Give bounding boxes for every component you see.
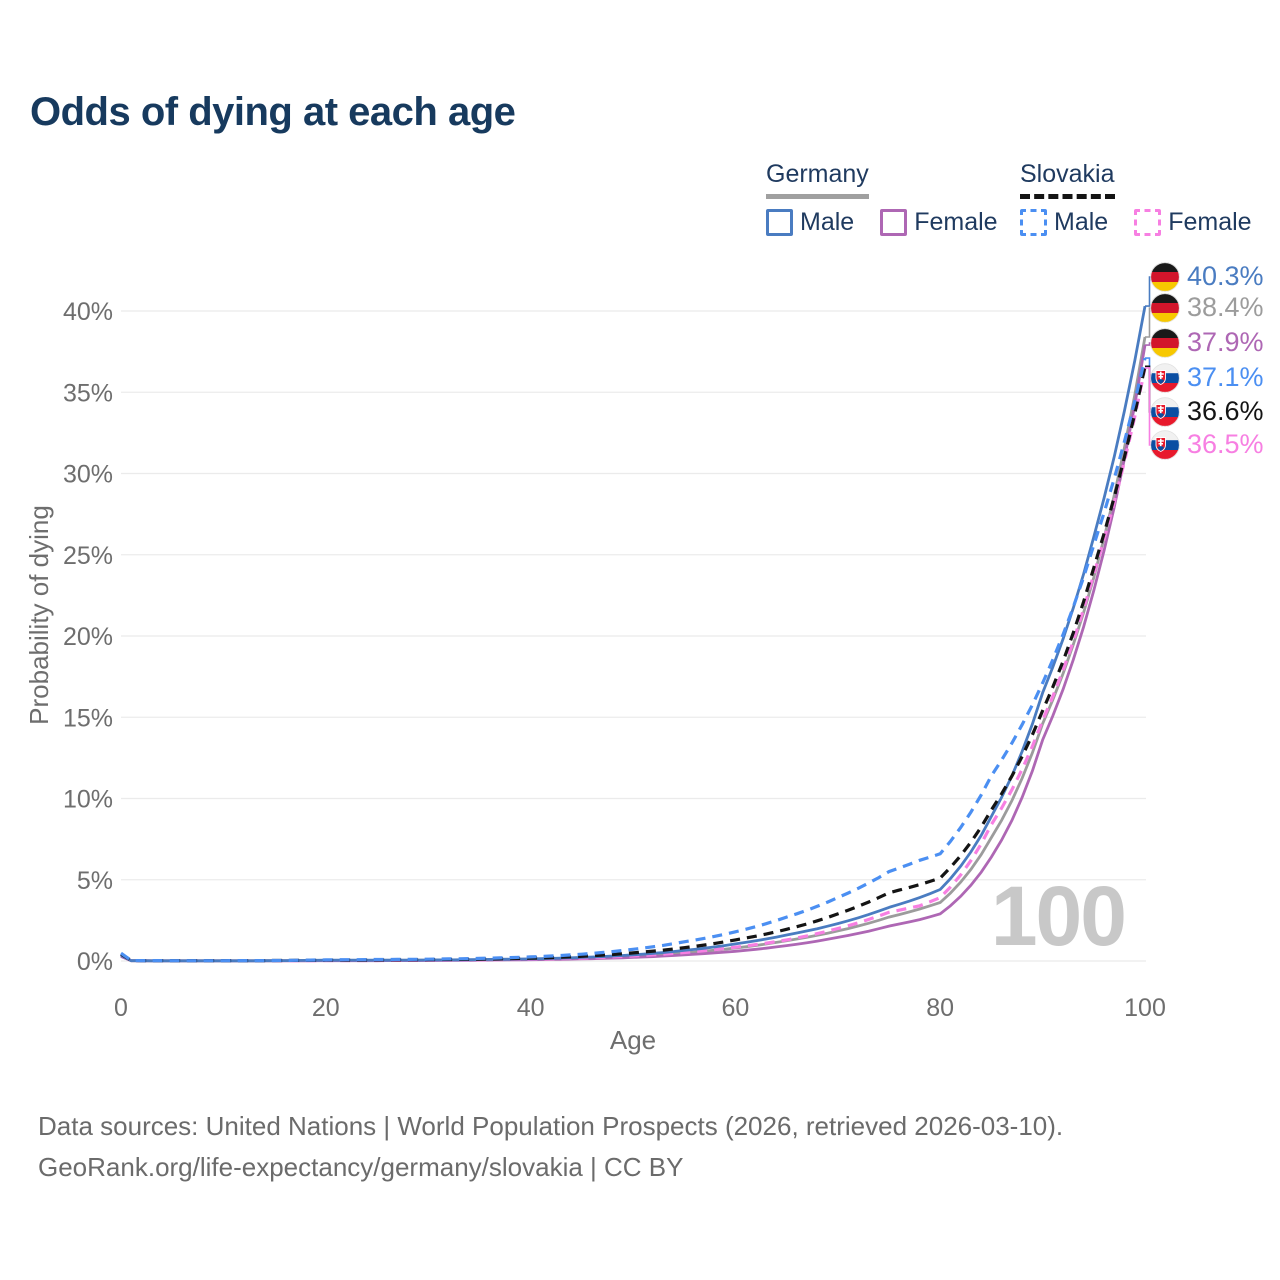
legend-item-label: Male — [1054, 208, 1109, 236]
legend-item-germany-female[interactable]: Female — [880, 208, 998, 237]
svg-text:100: 100 — [1124, 994, 1166, 1022]
svg-text:0: 0 — [114, 994, 128, 1022]
footer-line-1: Data sources: United Nations | World Pop… — [38, 1111, 1064, 1141]
germany-flag-icon — [1150, 327, 1180, 358]
svg-text:5%: 5% — [77, 867, 113, 895]
slovakia-female-swatch-icon — [1134, 209, 1162, 236]
svg-text:0%: 0% — [77, 948, 113, 976]
legend-germany-toggle[interactable]: Germany — [766, 160, 869, 199]
chart-title: Odds of dying at each age — [30, 90, 516, 134]
germany-male-swatch-icon — [766, 209, 793, 236]
svg-text:Age: Age — [610, 1025, 656, 1055]
svg-text:30%: 30% — [63, 461, 113, 489]
end-label-value: 40.3% — [1187, 261, 1264, 291]
series-end-label: 36.5% — [1150, 429, 1264, 460]
data-source-footer: Data sources: United Nations | World Pop… — [38, 1106, 1063, 1188]
legend-items-slovakia: Male Female — [1020, 208, 1252, 237]
end-label-value: 38.4% — [1187, 292, 1264, 322]
series-end-label: 38.4% — [1150, 292, 1264, 323]
svg-text:60: 60 — [721, 994, 749, 1022]
series-end-label: 37.9% — [1150, 327, 1264, 358]
legend-item-label: Male — [800, 208, 855, 236]
svg-text:40%: 40% — [63, 298, 113, 326]
end-label-value: 36.5% — [1187, 429, 1264, 459]
legend-item-slovakia-female[interactable]: Female — [1134, 208, 1252, 237]
svg-text:20%: 20% — [63, 623, 113, 651]
legend-item-germany-male[interactable]: Male — [766, 208, 854, 237]
slovakia-male-swatch-icon — [1020, 209, 1047, 236]
slovakia-flag-icon — [1150, 362, 1180, 393]
germany-female-swatch-icon — [880, 209, 908, 236]
series-end-label: 37.1% — [1150, 362, 1264, 393]
slovakia-flag-icon — [1150, 429, 1180, 460]
legend-group-slovakia: Slovakia Male Female — [1020, 160, 1252, 237]
legend-items-germany: Male Female — [766, 208, 998, 237]
svg-text:80: 80 — [926, 994, 954, 1022]
footer-line-2: GeoRank.org/life-expectancy/germany/slov… — [38, 1152, 684, 1182]
svg-text:40: 40 — [517, 994, 545, 1022]
series-end-label: 36.6% — [1150, 396, 1264, 427]
legend-slovakia-toggle[interactable]: Slovakia — [1020, 160, 1115, 199]
end-label-value: 37.9% — [1187, 327, 1264, 357]
germany-flag-icon — [1150, 292, 1180, 323]
legend-item-label: Female — [914, 208, 998, 236]
slovakia-flag-icon — [1150, 396, 1180, 427]
legend-item-slovakia-male[interactable]: Male — [1020, 208, 1108, 237]
svg-text:25%: 25% — [63, 542, 113, 570]
series-end-label: 40.3% — [1150, 261, 1264, 292]
svg-text:Probability of dying: Probability of dying — [24, 505, 54, 725]
age-watermark: 100 — [990, 869, 1127, 963]
end-label-value: 37.1% — [1187, 362, 1264, 392]
svg-text:20: 20 — [312, 994, 340, 1022]
svg-text:35%: 35% — [63, 379, 113, 407]
end-label-value: 36.6% — [1187, 396, 1264, 426]
svg-text:15%: 15% — [63, 704, 113, 732]
legend-item-label: Female — [1168, 208, 1252, 236]
germany-flag-icon — [1150, 261, 1180, 292]
legend-group-germany: Germany Male Female — [766, 160, 998, 237]
svg-text:10%: 10% — [63, 786, 113, 814]
